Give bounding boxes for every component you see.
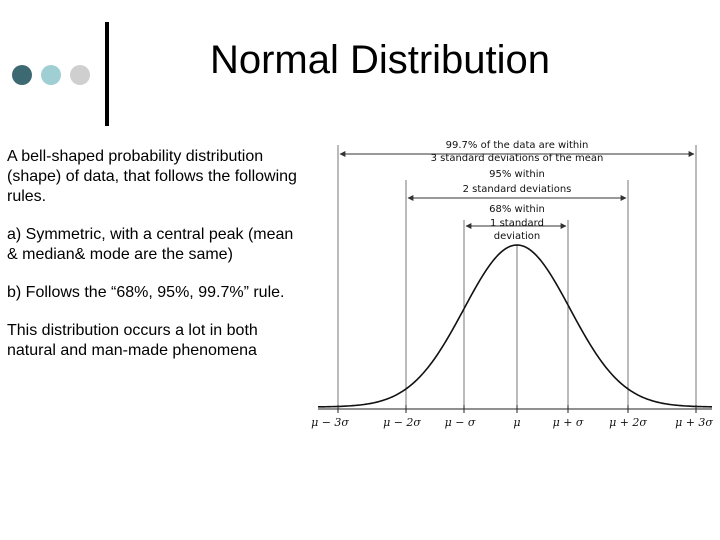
paragraph-occurrence: This distribution occurs a lot in both n… (7, 322, 258, 359)
bell-curve (317, 244, 713, 408)
paragraph-definition: A bell-shaped probability distribution (… (7, 148, 297, 205)
tick-label-minus3: μ − 3σ (311, 416, 349, 429)
tick-label-plus3: μ + 3σ (675, 416, 713, 429)
slide-title: Normal Distribution (209, 38, 551, 82)
slide-body: A bell-shaped probability distribution (… (7, 147, 307, 379)
band1-label-line1: 68% within (489, 204, 545, 215)
decor-dot-gray (70, 65, 90, 85)
band2-label-line2: 2 standard deviations (463, 184, 572, 195)
tick-label-plus2: μ + 2σ (609, 416, 647, 429)
title-divider (105, 22, 109, 126)
band3-label-line2: 3 standard deviations of the mean (431, 153, 604, 164)
band1-label-line2: 1 standard (490, 218, 544, 229)
band2-label-line1: 95% within (489, 169, 545, 180)
tick-label-plus1: μ + σ (553, 416, 584, 429)
tick-label-minus1: μ − σ (445, 416, 476, 429)
band3-label-line1: 99.7% of the data are within (446, 140, 589, 151)
tick-marks (337, 405, 697, 413)
tick-label-minus2: μ − 2σ (383, 416, 421, 429)
band1-label-line3: deviation (494, 231, 540, 242)
decor-dot-light (41, 65, 61, 85)
paragraph-rule-b: b) Follows the “68%, 95%, 99.7%” rule. (7, 284, 285, 301)
tick-label-mean: μ (513, 416, 520, 429)
normal-distribution-figure: 99.7% of the data are within 3 standard … (311, 140, 713, 429)
paragraph-rule-a: a) Symmetric, with a central peak (mean … (7, 226, 294, 263)
decor-dot-dark (12, 65, 32, 85)
